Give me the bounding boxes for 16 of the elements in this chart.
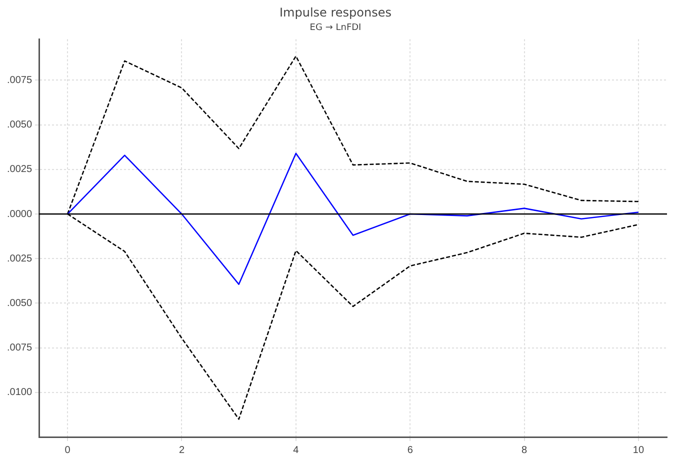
x-tick-label: 10 xyxy=(632,444,644,456)
x-tick-label: 4 xyxy=(293,444,300,456)
y-tick-label: .0025 xyxy=(6,253,32,264)
y-tick-label: .0050 xyxy=(6,120,32,131)
y-tick-label: .0075 xyxy=(6,342,32,354)
chart-title: Impulse responses xyxy=(280,5,392,20)
chart-subtitle: EG → LnFDI xyxy=(310,23,362,34)
y-tick-label: .0075 xyxy=(6,74,32,86)
x-tick-label: 6 xyxy=(407,444,414,456)
y-tick-label: .0050 xyxy=(6,298,32,309)
x-tick-label: 8 xyxy=(521,444,528,456)
y-tick-label: .0025 xyxy=(6,164,32,176)
y-tick-label: .0000 xyxy=(6,208,32,220)
x-tick-label: 2 xyxy=(178,444,185,456)
x-tick-label: 0 xyxy=(64,444,71,456)
y-tick-label: .0100 xyxy=(6,387,32,398)
